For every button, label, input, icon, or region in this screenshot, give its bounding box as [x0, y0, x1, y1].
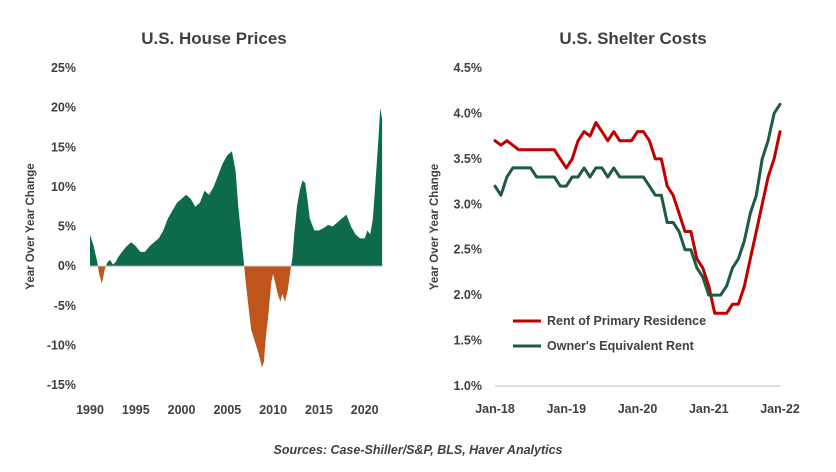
house-prices-negative-area	[244, 266, 292, 368]
shelter-costs-y-tick-label: 4.0%	[454, 106, 483, 120]
house-prices-x-tick-label: 2010	[259, 403, 287, 417]
house-prices-title: U.S. House Prices	[141, 29, 287, 48]
house-prices-y-tick-label: 0%	[58, 259, 76, 273]
shelter-costs-x-tick-label: Jan-22	[760, 402, 800, 416]
shelter-costs-y-tick-label: 2.0%	[454, 288, 483, 302]
shelter-costs-title: U.S. Shelter Costs	[559, 29, 706, 48]
house-prices-x-tick-label: 1995	[122, 403, 150, 417]
house-prices-y-tick-label: 10%	[51, 180, 76, 194]
shelter-costs-lines	[493, 102, 782, 315]
shelter-costs-y-ticks: 4.5% 4.0% 3.5% 3.0% 2.5% 2.0% 1.5% 1.0%	[454, 61, 483, 393]
rent-series-line	[493, 121, 782, 315]
house-prices-y-tick-label: 5%	[58, 220, 76, 234]
shelter-costs-y-tick-label: 1.5%	[454, 334, 483, 348]
house-prices-x-tick-label: 2005	[213, 403, 241, 417]
house-prices-y-tick-label: 25%	[51, 61, 76, 75]
house-prices-x-tick-label: 2015	[305, 403, 333, 417]
house-prices-y-ticks: 25% 20% 15% 10% 5% 0% -5% -10% -15%	[47, 61, 76, 392]
shelter-costs-y-tick-label: 1.0%	[454, 379, 483, 393]
shelter-costs-x-tick-label: Jan-20	[618, 402, 658, 416]
house-prices-x-tick-label: 1990	[76, 403, 104, 417]
source-note: Sources: Case-Shiller/S&P, BLS, Haver An…	[273, 443, 562, 457]
shelter-costs-y-tick-label: 3.0%	[454, 197, 483, 211]
shelter-costs-y-axis-label: Year Over Year Change	[429, 164, 441, 290]
house-prices-positive-area	[291, 107, 383, 267]
legend-label-oer: Owner's Equivalent Rent	[547, 339, 695, 353]
house-prices-positive-area	[106, 151, 245, 267]
shelter-costs-legend: Rent of Primary Residence Owner's Equiva…	[513, 314, 706, 353]
house-prices-y-tick-label: -15%	[47, 378, 76, 392]
house-prices-areas	[90, 107, 383, 368]
shelter-costs-y-tick-label: 2.5%	[454, 243, 483, 257]
house-prices-x-ticks: 1990 1995 2000 2005 2010 2015 2020	[76, 403, 379, 417]
shelter-costs-x-tick-label: Jan-19	[546, 402, 586, 416]
house-prices-negative-area	[97, 266, 106, 284]
house-prices-y-tick-label: 20%	[51, 101, 76, 115]
house-prices-x-tick-label: 2020	[351, 403, 379, 417]
shelter-costs-x-tick-label: Jan-18	[475, 402, 515, 416]
legend-label-rent: Rent of Primary Residence	[547, 314, 706, 328]
house-prices-y-tick-label: -5%	[54, 299, 76, 313]
shelter-costs-x-ticks: Jan-18 Jan-19 Jan-20 Jan-21 Jan-22	[475, 402, 800, 416]
house-prices-y-tick-label: -10%	[47, 338, 76, 352]
shelter-costs-x-tick-label: Jan-21	[689, 402, 729, 416]
house-prices-y-axis-label: Year Over Year Change	[25, 163, 37, 289]
house-prices-x-tick-label: 2000	[168, 403, 196, 417]
shelter-costs-chart: U.S. Shelter Costs Year Over Year Change…	[429, 29, 800, 416]
shelter-costs-y-tick-label: 3.5%	[454, 152, 483, 166]
house-prices-y-tick-label: 15%	[51, 140, 76, 154]
house-prices-positive-area	[90, 234, 98, 267]
shelter-costs-y-tick-label: 4.5%	[454, 61, 483, 75]
oer-series-line	[493, 102, 782, 297]
house-prices-chart: U.S. House Prices Year Over Year Change …	[25, 29, 383, 417]
